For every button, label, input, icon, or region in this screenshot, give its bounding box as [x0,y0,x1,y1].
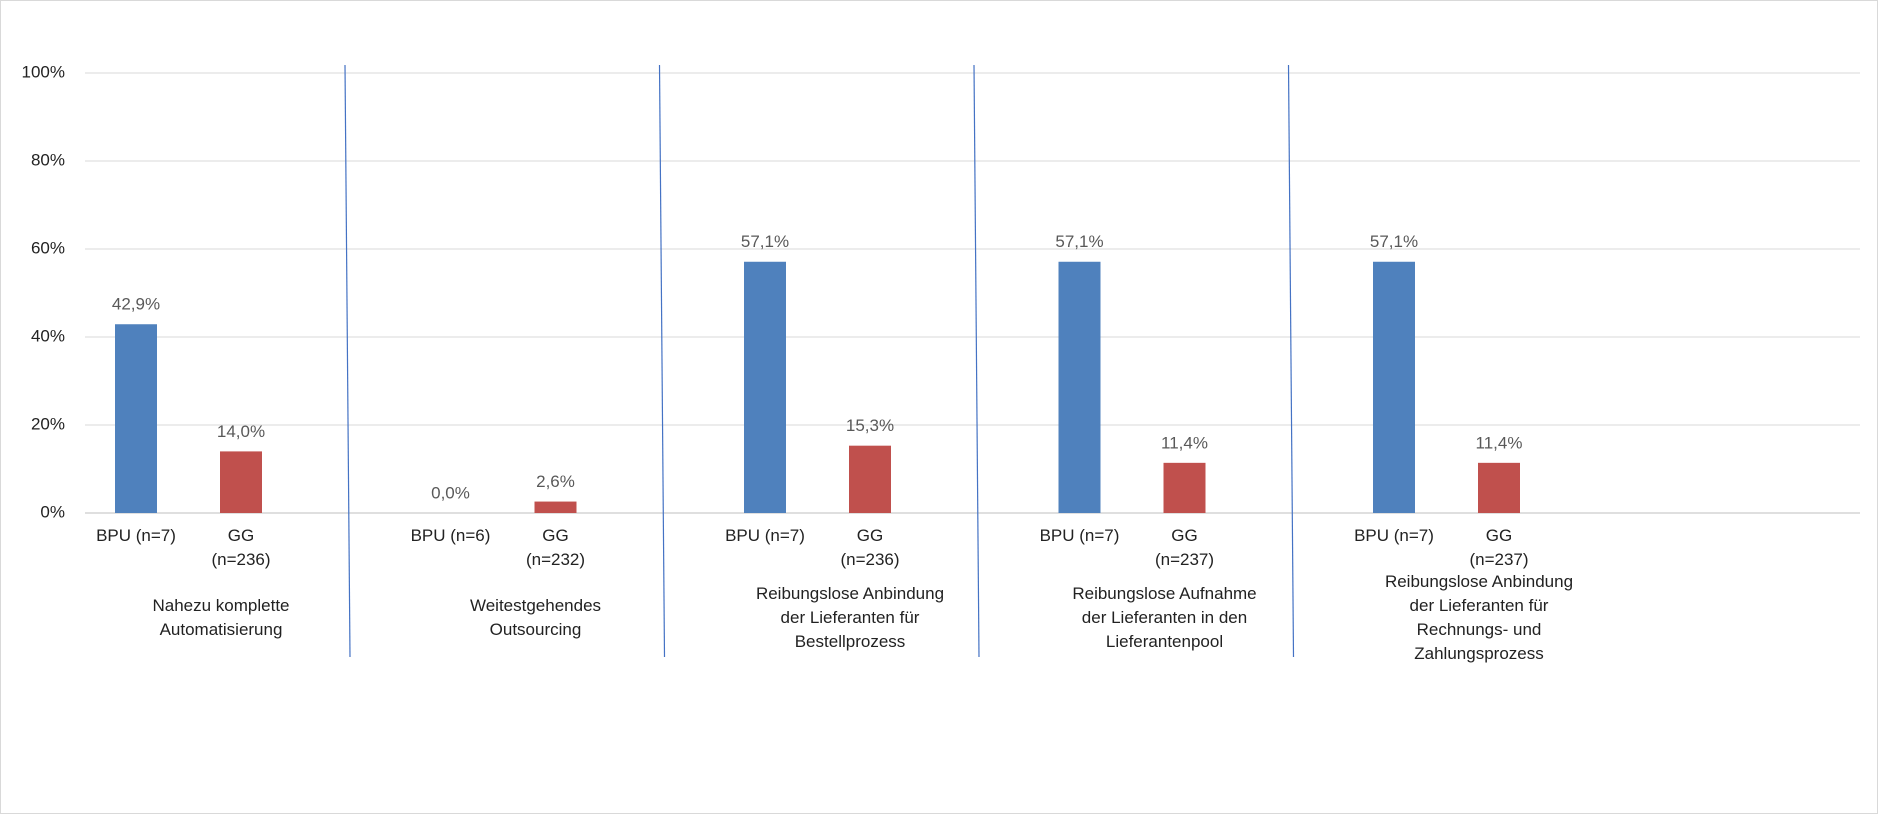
y-tick-label: 20% [31,414,65,433]
bar-label-line: (n=236) [211,550,270,569]
value-label: 42,9% [112,295,160,314]
bar [220,451,262,513]
bar-label: GG (n=232) [526,526,585,569]
value-label: 0,0% [431,483,470,502]
group-label-line: Outsourcing [490,620,582,639]
bar-label: BPU (n=6) [411,526,491,545]
bar-label-line: GG [1486,526,1512,545]
group-label-line: Bestellprozess [795,632,906,651]
group-label-line: Zahlungsprozess [1414,644,1543,663]
group-label-line: Reibungslose Aufnahme [1072,584,1256,603]
group-label-line: der Lieferanten für [781,608,920,627]
bar-label-line: BPU (n=7) [1040,526,1120,545]
bar [1058,261,1101,513]
group-label-line: Reibungslose Anbindung [1385,572,1573,591]
group-label-line: der Lieferanten für [1410,596,1549,615]
bar [1478,462,1520,513]
bar-label: BPU (n=7) [725,526,805,545]
bar-label-line: (n=237) [1155,550,1214,569]
bar-label: GG (n=237) [1155,526,1214,569]
value-label: 15,3% [846,416,894,435]
bar-label-line: GG [857,526,883,545]
bar-label-line: GG [542,526,568,545]
bar-label-line: BPU (n=6) [411,526,491,545]
bar-label-line: GG [228,526,254,545]
bar-label-line: BPU (n=7) [725,526,805,545]
bar [744,261,786,513]
value-label: 57,1% [1370,232,1418,251]
group-label-line: Automatisierung [160,620,283,639]
group-label-line: Rechnungs- und [1417,620,1542,639]
value-label: 11,4% [1476,433,1523,452]
group-divider [1287,64,1295,658]
bar-label-line: (n=232) [526,550,585,569]
group-label-line: Nahezu komplette [152,596,289,615]
bar-label: BPU (n=7) [1354,526,1434,545]
bar-label: GG (n=236) [840,526,899,569]
group-label: Reibungslose Anbindung der Lieferanten fü… [756,584,944,651]
bar [534,501,577,513]
group-label: Nahezu komplette Automatisierung [152,596,289,639]
y-tick-label: 100% [22,62,65,81]
group-divider [344,64,351,658]
value-label: 14,0% [217,422,265,441]
value-label: 2,6% [536,472,575,491]
value-label: 57,1% [1055,232,1103,251]
group-divider [658,64,666,658]
group-label: Reibungslose Aufnahme der Lieferanten in … [1072,584,1256,651]
group-label: Reibungslose Anbindung der Lieferanten fü… [1385,572,1573,663]
value-label: 57,1% [741,232,789,251]
group-label: Weitestgehendes Outsourcing [470,596,601,639]
bar-label-line: BPU (n=7) [1354,526,1434,545]
y-tick-label: 0% [40,502,65,521]
group-label-line: Reibungslose Anbindung [756,584,944,603]
bar [115,324,157,513]
group-label-line: der Lieferanten in den [1082,608,1247,627]
bar-label-line: (n=237) [1469,550,1528,569]
bar [1373,261,1415,513]
group-label-line: Lieferantenpool [1106,632,1223,651]
y-tick-label: 60% [31,238,65,257]
group-label-line: Weitestgehendes [470,596,601,615]
value-label: 11,4% [1161,433,1208,452]
y-tick-label: 80% [31,150,65,169]
bar-label: GG (n=237) [1469,526,1528,569]
bar-label-line: (n=236) [840,550,899,569]
bar-label: BPU (n=7) [96,526,176,545]
y-tick-label: 40% [31,326,65,345]
bar [849,445,891,513]
bar-label: BPU (n=7) [1040,526,1120,545]
bar-label-line: BPU (n=7) [96,526,176,545]
bar-label: GG (n=236) [211,526,270,569]
bar-label-line: GG [1171,526,1197,545]
group-divider [973,64,980,658]
bar [1163,462,1206,513]
